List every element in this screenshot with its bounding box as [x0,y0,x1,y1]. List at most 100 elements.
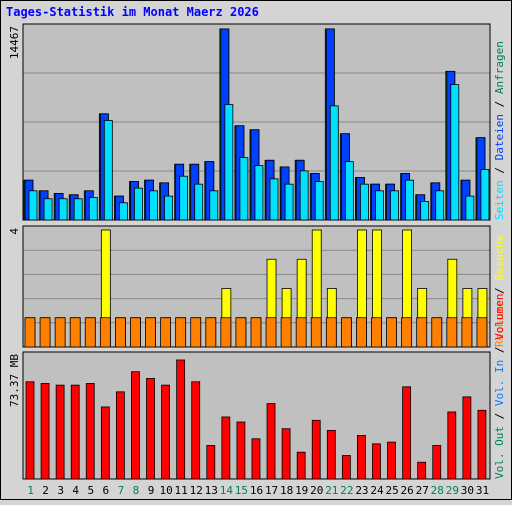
bar-rechner [114,317,126,348]
bar-rechner [310,317,322,348]
bar-volumen [387,441,396,480]
legend-label: Seiten [493,180,506,220]
bar-volumen [372,443,381,480]
bar-seiten [269,178,279,221]
bar-volumen [477,409,487,480]
bar-seiten [149,190,158,221]
bar-seiten [224,104,234,221]
bar-volumen [402,386,412,480]
bar-rechner [54,317,66,348]
bar-seiten [375,190,384,221]
panel-requests-y-max-label: 14467 [8,26,21,59]
x-tick-label: 12 [190,484,203,497]
panel-volume-y-max-label: 73.37 MB [8,354,21,407]
bar-volumen [417,461,427,480]
bar-seiten [239,157,249,221]
bar-volumen [176,359,186,480]
bar-rechner [220,317,232,348]
bar-volumen [281,428,291,480]
bar-seiten [344,161,354,221]
x-tick-label: 19 [295,484,308,497]
legend-separator: / [493,160,506,180]
bar-rechner [130,317,141,348]
x-tick-label: 28 [431,484,444,497]
bar-seiten [209,190,219,221]
legend-label: Volumen [493,294,506,340]
bar-volumen [357,435,366,480]
legend-label: Rechner [493,300,506,347]
x-tick-label: 31 [476,484,489,497]
panel-volume-legend: Vol. Out / Vol. In / Volumen [493,294,506,479]
x-tick-label: 30 [461,484,474,497]
bar-seiten [405,179,415,221]
bar-rechner [175,317,187,348]
bar-volumen [206,445,216,480]
bar-seiten [329,105,339,221]
x-tick-label: 10 [159,484,172,497]
bar-volumen [236,421,246,480]
panel-visits-legend: Rechner / Besuche [493,234,506,347]
legend-label: Besuche [493,234,506,280]
bar-seiten [360,183,369,221]
x-tick-label: 15 [235,484,248,497]
bar-volumen [131,371,140,480]
x-tick-label: 6 [103,484,110,497]
x-tick-label: 2 [42,484,49,497]
bar-seiten [420,201,430,221]
bar-volumen [55,384,65,480]
bar-seiten [314,181,324,221]
bar-seiten [284,183,294,221]
bar-rechner [205,317,217,348]
x-tick-label: 1 [27,484,34,497]
bar-rechner [265,317,277,348]
x-tick-label: 21 [325,484,338,497]
bar-seiten [28,190,38,221]
bar-seiten [43,198,53,221]
bar-rechner [401,317,413,348]
bar-volumen [251,438,261,480]
legend-label: Vol. Out [493,426,506,479]
bar-seiten [58,198,68,221]
x-tick-label: 5 [87,484,94,497]
legend-separator: / [493,340,506,360]
bar-seiten [73,198,83,221]
bar-rechner [84,317,96,348]
bar-seiten [164,195,173,221]
bar-volumen [25,381,35,480]
x-tick-label: 11 [175,484,188,497]
panel-visits-y-max-label: 4 [8,228,21,235]
bar-seiten [88,197,98,221]
chart-title: Tages-Statistik im Monat Maerz 2026 [6,5,259,19]
bar-volumen [266,403,276,480]
bar-rechner [235,317,247,348]
bar-volumen [447,411,457,480]
x-tick-label: 27 [416,484,429,497]
bar-seiten [480,169,490,221]
legend-label: Vol. In [493,360,506,406]
bar-rechner [386,317,397,348]
bar-rechner [461,317,473,348]
bar-volumen [115,391,125,480]
legend-label: Dateien [493,114,506,160]
bar-rechner [69,317,81,348]
x-tick-label: 7 [118,484,125,497]
bar-volumen [462,396,472,480]
bar-rechner [250,317,262,348]
bar-volumen [146,378,155,480]
bar-rechner [340,317,352,348]
x-tick-label: 4 [72,484,79,497]
bar-rechner [325,317,337,348]
bar-volumen [100,406,110,480]
x-tick-label: 26 [401,484,414,497]
x-tick-label: 14 [220,484,234,497]
x-tick-label: 24 [370,484,384,497]
x-tick-label: 22 [340,484,353,497]
bar-seiten [118,202,128,221]
bar-rechner [99,317,111,348]
bar-seiten [450,84,460,221]
x-tick-label: 13 [205,484,218,497]
x-tick-label: 25 [385,484,398,497]
x-tick-label: 18 [280,484,293,497]
bar-rechner [431,317,443,348]
